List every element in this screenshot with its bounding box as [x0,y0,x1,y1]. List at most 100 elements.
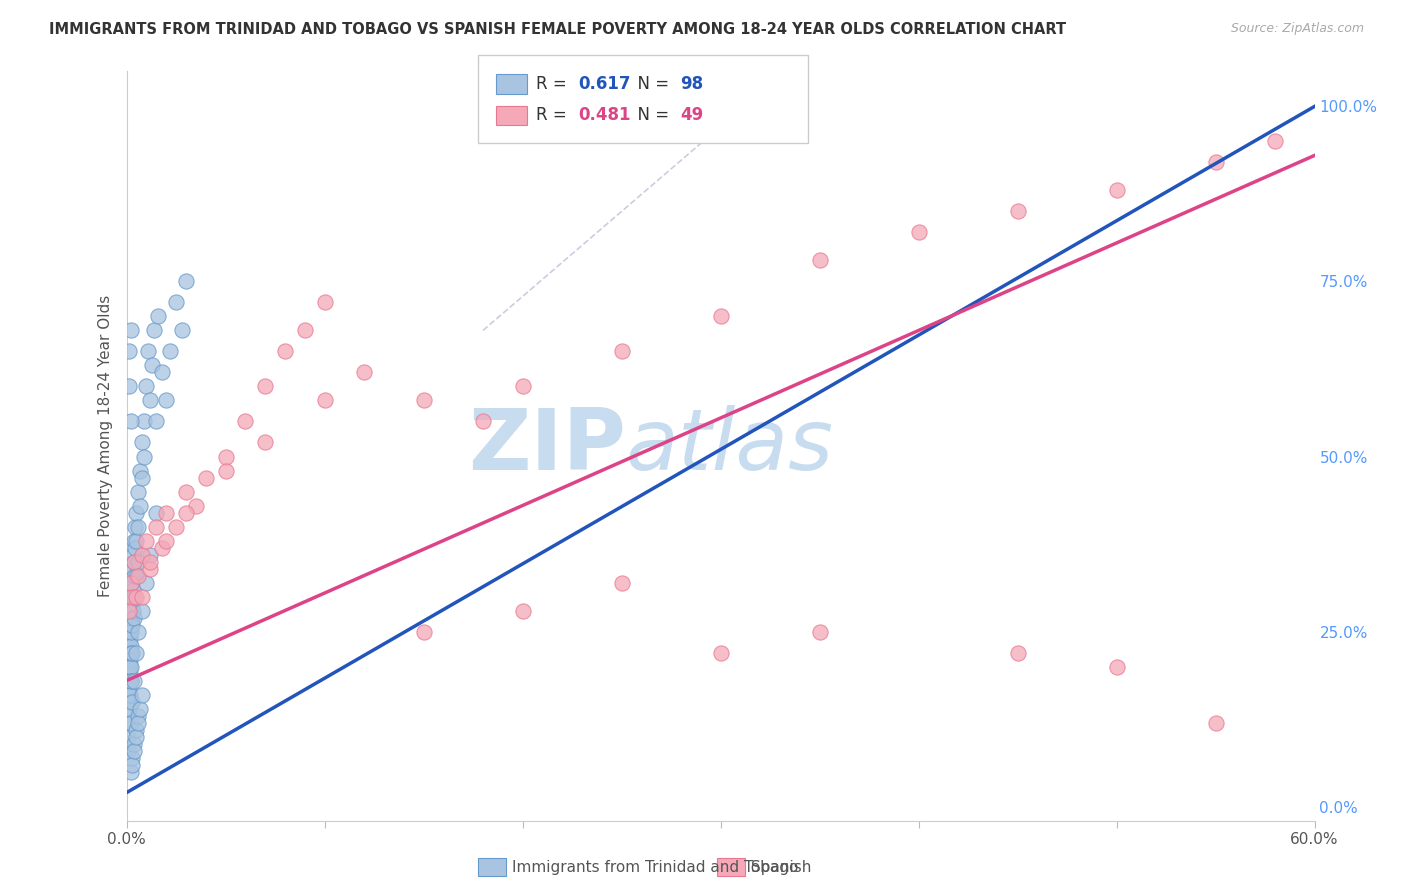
Point [1105,659,1128,673]
Point [121,695,143,709]
Point [121,750,143,764]
Point [125,590,148,604]
Point [117,743,139,757]
Point [214,463,236,477]
Point [124,743,146,757]
Point [274,344,297,359]
Point [145,519,167,533]
Point [120,323,142,337]
Point [124,673,146,688]
Point [512,379,534,393]
Point [610,344,633,359]
Point [121,646,143,660]
Point [121,610,143,624]
Point [122,548,145,562]
Point [139,555,162,569]
Point [412,393,434,408]
Point [710,646,733,660]
Point [117,603,139,617]
Point [117,659,139,673]
Point [135,575,157,590]
Point [127,484,149,499]
Point [118,646,141,660]
Point [124,555,146,569]
Point [120,617,142,632]
Text: R =: R = [536,75,572,93]
Point [135,533,157,548]
Point [254,379,277,393]
Point [117,730,139,744]
Point [120,659,142,673]
Text: IMMIGRANTS FROM TRINIDAD AND TOBAGO VS SPANISH FEMALE POVERTY AMONG 18-24 YEAR O: IMMIGRANTS FROM TRINIDAD AND TOBAGO VS S… [49,22,1066,37]
Point [134,450,156,464]
Text: ZIP: ZIP [468,404,626,488]
Point [117,646,139,660]
Point [131,590,153,604]
Point [117,379,139,393]
Point [120,764,142,779]
Text: Immigrants from Trinidad and Tobago: Immigrants from Trinidad and Tobago [512,860,799,874]
Point [353,366,375,380]
Point [174,275,197,289]
Text: N =: N = [627,75,675,93]
Point [1105,183,1128,197]
Point [120,575,142,590]
Point [131,548,153,562]
Point [145,415,167,429]
Point [124,519,146,533]
Point [120,673,142,688]
Point [121,617,143,632]
Point [125,646,148,660]
Point [214,450,236,464]
Point [124,541,146,555]
Point [118,673,141,688]
Point [124,555,146,569]
Point [117,652,139,666]
Point [150,541,173,555]
Point [165,295,187,310]
Point [1007,646,1029,660]
Point [120,673,142,688]
Text: N =: N = [627,106,675,124]
Point [117,666,139,681]
Point [194,470,217,484]
Point [155,506,177,520]
Point [118,681,141,695]
Point [117,673,139,688]
Point [124,533,146,548]
Point [131,470,153,484]
Point [254,435,277,450]
Point [120,659,142,673]
Point [125,723,148,737]
Point [120,639,142,653]
Point [512,603,534,617]
Point [124,590,146,604]
Point [174,484,197,499]
Point [131,603,153,617]
Point [139,393,162,408]
Point [121,575,143,590]
Point [129,499,152,513]
Point [710,310,733,324]
Point [314,393,336,408]
Point [117,681,139,695]
Point [121,715,143,730]
Point [120,603,142,617]
Point [121,590,143,604]
Point [118,632,141,646]
Point [124,610,146,624]
Point [121,590,143,604]
Point [127,519,149,533]
Point [117,701,139,715]
Point [139,561,162,575]
Point [117,344,139,359]
Point [117,688,139,702]
Point [131,688,153,702]
Point [808,253,831,268]
Point [135,379,157,393]
Point [127,568,149,582]
Point [117,715,139,730]
Point [412,624,434,639]
Point [1007,204,1029,219]
Point [170,323,193,337]
